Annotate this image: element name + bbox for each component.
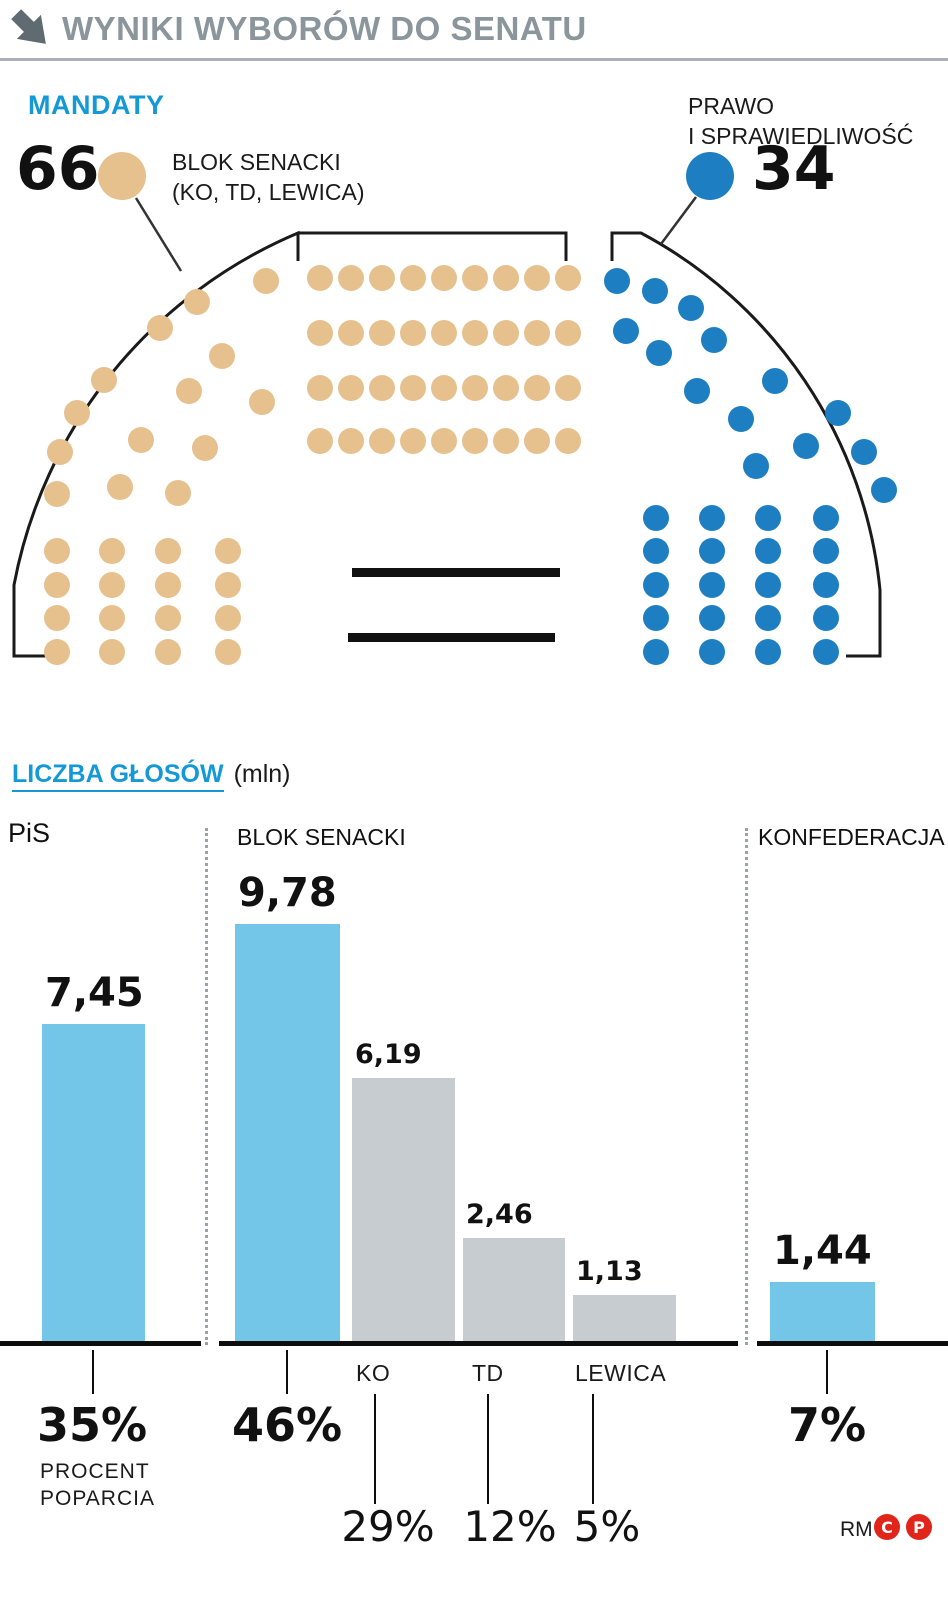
- baseline-right: [757, 1341, 948, 1346]
- party-blok-line1: BLOK SENACKI: [172, 149, 341, 175]
- bar-value-lewica: 1,13: [576, 1256, 643, 1287]
- party-label-pis: PRAWO I SPRAWIEDLIWOŚĆ: [688, 92, 913, 152]
- sub-label-ko: KO: [356, 1360, 391, 1386]
- bar-td: [463, 1238, 565, 1344]
- leader-lines: [134, 196, 698, 272]
- party-pis-line1: PRAWO: [688, 93, 775, 119]
- header-divider: [0, 58, 948, 61]
- dotted-separator-right: [745, 828, 748, 1345]
- party-label-blok: BLOK SENACKI (KO, TD, LEWICA): [172, 148, 365, 208]
- tick-konfederacja: [826, 1350, 828, 1394]
- seat-count-blok: 66: [16, 134, 100, 204]
- seats-blok-senacki: [44, 265, 581, 665]
- bar-konfederacja: [770, 1282, 875, 1344]
- tick-pis: [92, 1350, 94, 1394]
- tick-td: [487, 1394, 489, 1504]
- section-label-liczba-glosow: LICZBA GŁOSÓW (mln): [12, 760, 291, 792]
- tick-blok: [286, 1350, 288, 1394]
- baseline-left: [0, 1341, 201, 1346]
- party-blok-line2: (KO, TD, LEWICA): [172, 178, 365, 205]
- sub-label-td: TD: [472, 1360, 504, 1386]
- bar-lewica: [573, 1295, 676, 1344]
- bar-value-ko: 6,19: [355, 1039, 422, 1070]
- seats-pis: [604, 268, 897, 665]
- benches: [348, 568, 560, 642]
- percent-td: 12%: [463, 1502, 557, 1551]
- bar-blok-senacki: [235, 924, 340, 1344]
- bar-value-td: 2,46: [466, 1199, 533, 1230]
- sub-label-lewica: LEWICA: [575, 1360, 667, 1386]
- seat-count-pis: 34: [752, 134, 836, 204]
- bar-ko: [352, 1078, 455, 1344]
- legend-dot-pis: [686, 152, 734, 200]
- votes-bar-chart: 7,45 9,78 6,19 2,46 1,13 1,44: [0, 830, 948, 1344]
- group-label-konfederacja: KONFEDERACJA: [758, 824, 945, 850]
- copyright-p-icon: P: [906, 1514, 932, 1540]
- copyright-c-icon: C: [874, 1514, 900, 1540]
- percent-ko: 29%: [341, 1502, 435, 1551]
- percent-blok: 46%: [231, 1398, 343, 1452]
- section-label-mandaty: MANDATY: [28, 90, 165, 120]
- credit-initials: RM: [840, 1518, 873, 1541]
- percent-caption-line1: PROCENT: [40, 1460, 150, 1483]
- liczba-glosow-text: LICZBA GŁOSÓW: [12, 760, 224, 792]
- group-label-pis: PiS: [8, 818, 51, 848]
- liczba-glosow-unit: (mln): [233, 760, 291, 788]
- percent-lewica: 5%: [573, 1502, 641, 1551]
- chamber-outline: [12, 230, 882, 658]
- percent-pis: 35%: [36, 1398, 148, 1452]
- percent-caption: PROCENT POPARCIA: [40, 1458, 155, 1513]
- tick-lewica: [592, 1394, 594, 1504]
- page-title: WYNIKI WYBORÓW DO SENATU: [62, 10, 587, 47]
- percent-konfederacja: 7%: [787, 1398, 867, 1452]
- bar-value-konfederacja: 1,44: [773, 1228, 872, 1274]
- dotted-separator-left: [205, 828, 208, 1345]
- tick-ko: [374, 1394, 376, 1504]
- baseline-middle: [219, 1341, 738, 1346]
- bar-value-blok: 9,78: [238, 870, 337, 916]
- legend-dot-blok: [98, 152, 146, 200]
- bar-value-pis: 7,45: [45, 970, 144, 1016]
- group-label-blok: BLOK SENACKI: [237, 824, 406, 850]
- party-pis-line2: I SPRAWIEDLIWOŚĆ: [688, 122, 914, 149]
- percent-caption-line2: POPARCIA: [40, 1487, 155, 1511]
- bar-pis: [42, 1024, 145, 1344]
- arrow-down-right-icon: [8, 6, 54, 52]
